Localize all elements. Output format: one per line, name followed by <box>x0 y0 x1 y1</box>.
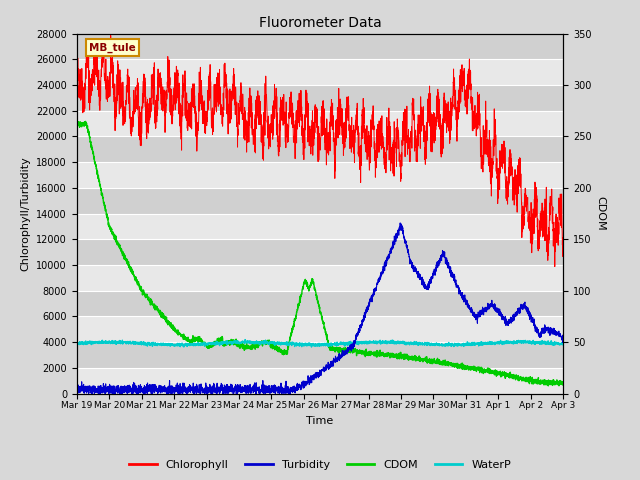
Bar <box>77 240 563 265</box>
Bar <box>77 316 563 342</box>
Bar <box>77 342 563 368</box>
Bar <box>77 291 563 316</box>
Bar <box>77 188 563 214</box>
Bar <box>77 85 563 111</box>
Bar <box>77 60 563 85</box>
Y-axis label: Chlorophyll/Turbidity: Chlorophyll/Turbidity <box>20 156 31 271</box>
Bar <box>77 111 563 136</box>
Bar <box>77 34 563 60</box>
Bar <box>77 214 563 240</box>
X-axis label: Time: Time <box>307 416 333 426</box>
Title: Fluorometer Data: Fluorometer Data <box>259 16 381 30</box>
Legend: Chlorophyll, Turbidity, CDOM, WaterP: Chlorophyll, Turbidity, CDOM, WaterP <box>125 456 515 474</box>
Bar <box>77 265 563 291</box>
Bar <box>77 162 563 188</box>
Y-axis label: CDOM: CDOM <box>595 196 605 231</box>
Bar <box>77 368 563 394</box>
Bar <box>77 136 563 162</box>
Text: MB_tule: MB_tule <box>89 43 136 53</box>
